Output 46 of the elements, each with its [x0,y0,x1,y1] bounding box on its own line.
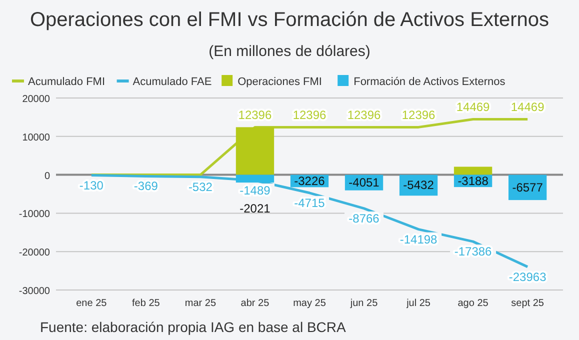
data-label: -4051 [348,176,380,190]
y-tick-label: 10000 [22,132,50,144]
source-note: Fuente: elaboración propia IAG en base al BCRA [40,319,347,335]
data-label: -3188 [458,174,489,188]
legend-label: Acumulado FMI [28,76,106,88]
x-tick-label: jul 25 [406,298,431,309]
chart-subtitle: (En millones de dólares) [208,43,370,60]
data-label: 12396 [402,108,436,122]
x-tick-label: abr 25 [240,298,270,309]
chart-title: Operaciones con el FMI vs Formación de Activos Externos [30,9,550,31]
data-label: -532 [188,180,213,194]
data-label: -2021 [240,202,271,216]
y-tick-label: -10000 [18,209,50,220]
legend-label: Formación de Activos Externos [354,76,506,88]
x-tick-label: feb 25 [132,298,160,309]
data-label: 14469 [456,100,490,114]
data-label: -6577 [512,180,544,194]
data-label: -369 [134,179,158,194]
legend-label: Acumulado FAE [132,76,212,88]
data-label: -4715 [294,196,326,210]
y-tick-label: 0 [44,170,50,182]
data-label: -5432 [403,178,434,192]
y-tick-label: 20000 [22,94,50,105]
y-tick-label: -20000 [18,248,50,259]
data-label: -130 [79,178,104,192]
data-label: -23963 [508,270,547,284]
y-tick-label: -30000 [18,286,50,297]
x-tick-label: mar 25 [184,298,216,309]
data-label: -8766 [348,211,380,226]
x-tick-label: ago 25 [458,298,489,309]
bar [236,127,274,175]
data-label: 12396 [292,108,327,122]
bar [454,166,492,175]
x-tick-label: jun 25 [349,298,378,309]
data-label: -14198 [400,232,438,246]
bar [236,174,274,183]
legend-label: Operaciones FMI [238,76,322,88]
x-tick-label: ene 25 [76,298,108,309]
x-tick-label: sept 25 [511,298,544,309]
data-label: -1489 [240,184,271,198]
data-label: -17386 [454,244,492,259]
x-tick-label: may 25 [293,298,326,309]
data-label: 12396 [238,108,272,122]
data-label: -3226 [294,174,326,188]
data-label: 12396 [347,108,382,122]
data-label: 14469 [510,100,545,114]
